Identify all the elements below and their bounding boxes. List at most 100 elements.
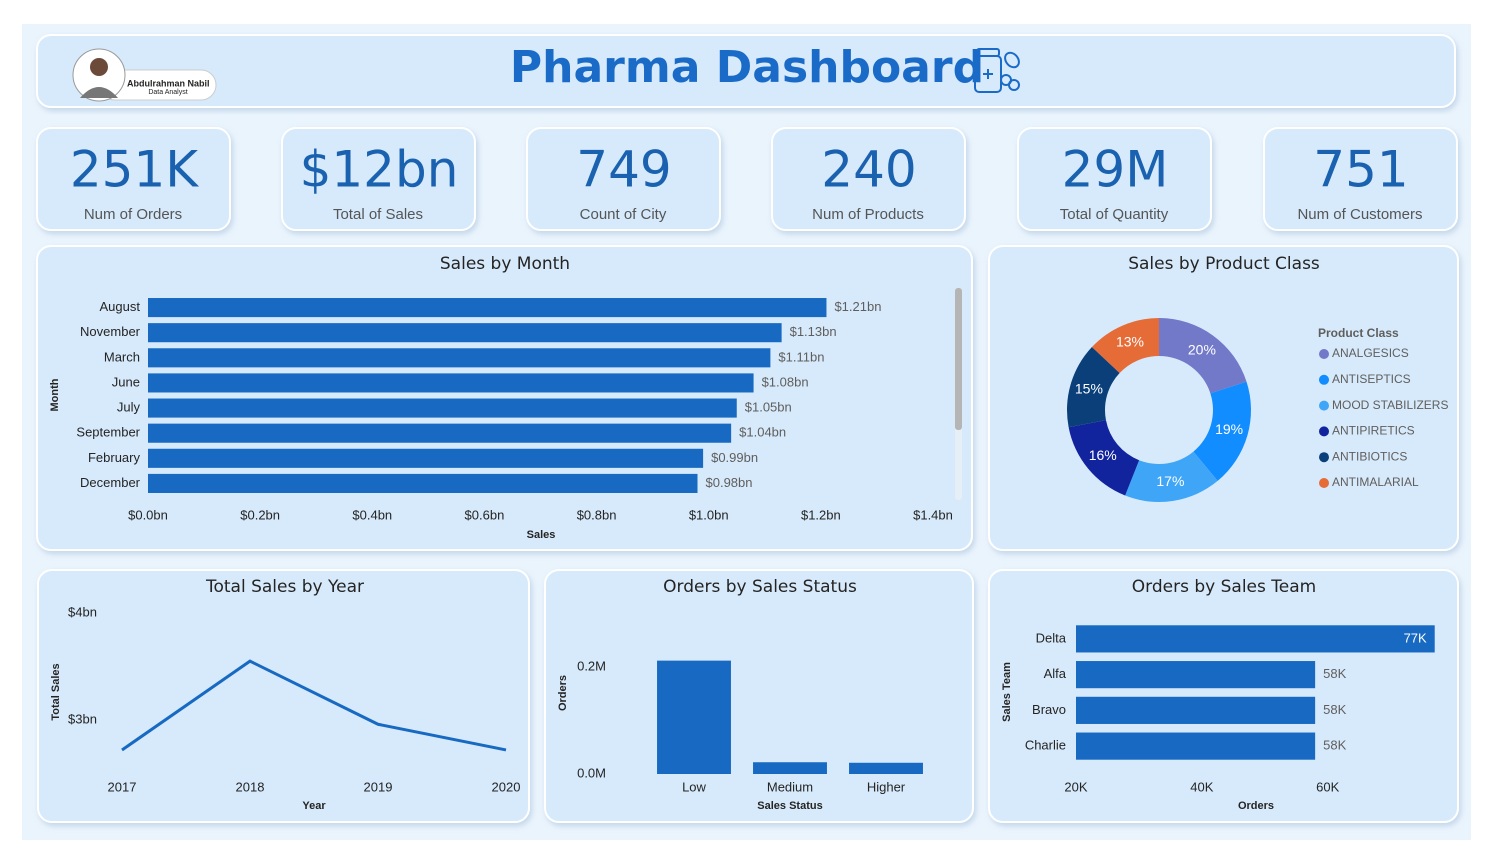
chart-title: Sales by Month xyxy=(440,254,570,274)
bar xyxy=(148,323,782,343)
y-tick-label: 0.0M xyxy=(577,765,606,780)
data-label: 13% xyxy=(1116,334,1144,350)
chart-card xyxy=(36,245,973,551)
bar xyxy=(1076,696,1316,724)
chart-title: Orders by Sales Team xyxy=(1132,577,1316,597)
y-tick-label: Bravo xyxy=(1032,702,1066,717)
kpi-card xyxy=(36,127,231,231)
legend-title: Product Class xyxy=(1318,326,1399,340)
y-tick-label: 0.2M xyxy=(577,658,606,673)
bar xyxy=(1076,732,1316,760)
data-label: $1.05bn xyxy=(745,400,792,415)
donut-slice xyxy=(1068,420,1140,496)
bar xyxy=(1076,661,1316,689)
x-tick-label: $0.2bn xyxy=(240,507,280,522)
data-label: $0.99bn xyxy=(711,450,758,465)
x-tick-label: Medium xyxy=(767,779,813,794)
legend-label: ANTIPIRETICS xyxy=(1332,424,1415,438)
bar xyxy=(148,298,827,318)
donut-slice xyxy=(1193,381,1251,481)
x-tick-label: Higher xyxy=(867,779,906,794)
kpi-card xyxy=(281,127,476,231)
donut-slice xyxy=(1125,451,1218,502)
data-label: $1.21bn xyxy=(834,299,881,314)
y-tick-label: August xyxy=(100,299,141,314)
kpi-card xyxy=(1017,127,1212,231)
data-label: $1.04bn xyxy=(739,425,786,440)
chart-card xyxy=(37,569,530,823)
dashboard-title: Pharma Dashboard xyxy=(510,42,984,93)
x-tick-label: 2019 xyxy=(364,779,393,794)
kpi-value: 749 xyxy=(576,141,671,199)
pill-icon xyxy=(974,48,1020,93)
bar xyxy=(849,762,923,774)
x-tick-label: Low xyxy=(682,779,706,794)
legend-label: ANTISEPTICS xyxy=(1332,372,1411,386)
data-label: 15% xyxy=(1075,380,1103,396)
kpi-card xyxy=(1263,127,1458,231)
data-label: 77K xyxy=(1404,630,1427,645)
data-label: $1.13bn xyxy=(790,324,837,339)
y-tick-label: November xyxy=(80,324,141,339)
bar xyxy=(148,348,771,368)
data-label: 20% xyxy=(1188,342,1216,358)
y-tick-label: Alfa xyxy=(1044,666,1067,681)
chart-title: Orders by Sales Status xyxy=(663,577,857,597)
y-axis-label: Sales Team xyxy=(1001,662,1013,722)
donut-slice xyxy=(1091,318,1159,374)
x-tick-label: 60K xyxy=(1316,779,1339,794)
x-tick-label: 20K xyxy=(1064,779,1087,794)
donut-slice xyxy=(1067,347,1120,428)
y-tick-label: December xyxy=(80,475,141,490)
data-label: $0.98bn xyxy=(706,475,753,490)
y-tick-label: June xyxy=(112,374,140,389)
kpi-label: Total of Sales xyxy=(333,206,423,223)
x-tick-label: $0.4bn xyxy=(352,507,392,522)
author-role: Data Analyst xyxy=(148,89,187,96)
bar xyxy=(753,762,827,774)
x-tick-label: $0.6bn xyxy=(465,507,505,522)
data-label: $1.11bn xyxy=(778,349,824,364)
y-tick-label: Delta xyxy=(1036,630,1067,645)
kpi-label: Num of Products xyxy=(812,206,924,223)
legend-marker xyxy=(1319,400,1329,411)
y-tick-label: Charlie xyxy=(1025,738,1066,753)
bar xyxy=(148,423,732,443)
y-tick-label: March xyxy=(104,349,140,364)
bar xyxy=(148,398,737,418)
chart-card xyxy=(544,569,974,823)
author-name: Abdulrahman Nabil xyxy=(127,78,210,88)
legend-marker xyxy=(1319,349,1329,359)
y-axis-label: Month xyxy=(49,378,61,411)
data-label: 58K xyxy=(1323,666,1346,681)
kpi-value: 29M xyxy=(1062,141,1169,199)
kpi-card xyxy=(526,127,721,231)
legend-label: ANALGESICS xyxy=(1332,346,1409,360)
x-tick-label: 2020 xyxy=(492,779,521,794)
data-label: 16% xyxy=(1089,447,1117,463)
data-label: 17% xyxy=(1156,473,1184,489)
chart-card xyxy=(988,569,1459,823)
x-tick-label: $1.2bn xyxy=(801,507,841,522)
x-tick-label: 40K xyxy=(1190,779,1213,794)
x-tick-label: $0.8bn xyxy=(577,507,617,522)
y-tick-label: July xyxy=(117,400,141,415)
legend-label: ANTIMALARIAL xyxy=(1332,475,1419,489)
data-label: 58K xyxy=(1323,738,1346,753)
legend-marker xyxy=(1319,426,1329,437)
header-card xyxy=(36,34,1456,108)
bar xyxy=(657,660,731,774)
avatar-head xyxy=(90,58,108,76)
x-axis-label: Orders xyxy=(1238,800,1274,812)
y-tick-label: $4bn xyxy=(68,604,97,619)
legend-marker xyxy=(1319,452,1329,463)
kpi-value: 251K xyxy=(70,141,199,199)
data-label: 58K xyxy=(1323,702,1346,717)
scrollbar-thumb[interactable] xyxy=(955,288,962,430)
y-tick-label: $3bn xyxy=(68,711,97,726)
avatar-body xyxy=(80,87,118,98)
x-axis-label: Sales Status xyxy=(757,800,822,812)
kpi-label: Num of Customers xyxy=(1297,206,1422,223)
line xyxy=(121,659,507,752)
kpi-label: Count of City xyxy=(580,206,667,223)
